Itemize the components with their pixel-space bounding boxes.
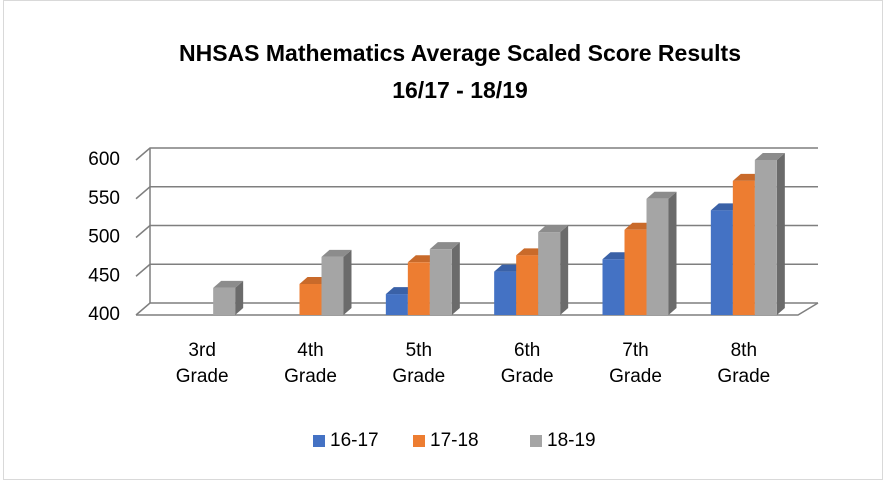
y-tick-label: 600 bbox=[88, 149, 120, 170]
y-tick-label: 450 bbox=[88, 265, 120, 286]
bar-side bbox=[560, 225, 569, 315]
bar-front bbox=[732, 180, 755, 315]
bar bbox=[213, 280, 244, 315]
legend-label: 18-19 bbox=[547, 430, 596, 451]
x-tick-label: 5th Grade bbox=[392, 340, 446, 387]
bar-front bbox=[710, 210, 733, 315]
bar bbox=[754, 153, 785, 315]
bar-top bbox=[321, 249, 352, 257]
bar-side bbox=[668, 191, 677, 315]
legend-swatch bbox=[313, 435, 325, 447]
bar-front bbox=[429, 249, 452, 315]
legend-swatch bbox=[530, 435, 542, 447]
y-tick-label: 400 bbox=[88, 304, 120, 325]
bar-front bbox=[321, 256, 344, 315]
bar bbox=[538, 225, 569, 315]
y-tick-label: 550 bbox=[88, 188, 120, 209]
legend-label: 16-17 bbox=[330, 430, 379, 451]
bar-front bbox=[538, 232, 561, 315]
bar-front bbox=[213, 287, 236, 315]
bar-side bbox=[776, 153, 785, 315]
bar-front bbox=[646, 198, 669, 315]
bar-top bbox=[213, 280, 244, 288]
legend-swatch bbox=[413, 435, 425, 447]
bar-top bbox=[754, 153, 785, 160]
bar-front bbox=[516, 255, 539, 315]
bar-top bbox=[646, 191, 677, 199]
bar-side bbox=[235, 280, 244, 315]
bar-side bbox=[343, 249, 352, 315]
bar-front bbox=[407, 262, 430, 315]
bar bbox=[646, 191, 677, 315]
x-tick-label: 4th Grade bbox=[284, 340, 337, 387]
chart-border bbox=[3, 0, 883, 480]
x-tick-label: 8th Grade bbox=[717, 340, 771, 387]
bar bbox=[321, 249, 352, 315]
chart-title: NHSAS Mathematics Average Scaled Score R… bbox=[179, 40, 741, 66]
bar bbox=[429, 242, 460, 315]
legend-label: 17-18 bbox=[430, 430, 479, 451]
bar-side bbox=[451, 242, 460, 315]
bar-front bbox=[754, 160, 777, 315]
grid-line bbox=[135, 147, 818, 161]
x-tick-label: 6th Grade bbox=[500, 340, 554, 387]
y-tick-label: 500 bbox=[88, 227, 120, 248]
bar-top bbox=[429, 242, 460, 250]
chart-subtitle: 16/17 - 18/19 bbox=[392, 77, 528, 103]
bar-front bbox=[299, 284, 322, 315]
x-tick-label: 3rd Grade bbox=[175, 340, 229, 387]
grid-line bbox=[135, 186, 818, 200]
bar-top bbox=[538, 225, 569, 233]
floor-edge bbox=[136, 302, 819, 316]
bar-front bbox=[602, 259, 625, 315]
x-tick-label: 7th Grade bbox=[609, 340, 662, 387]
bar-front bbox=[494, 271, 517, 315]
bar-front bbox=[385, 294, 408, 315]
bar-front bbox=[624, 229, 647, 315]
